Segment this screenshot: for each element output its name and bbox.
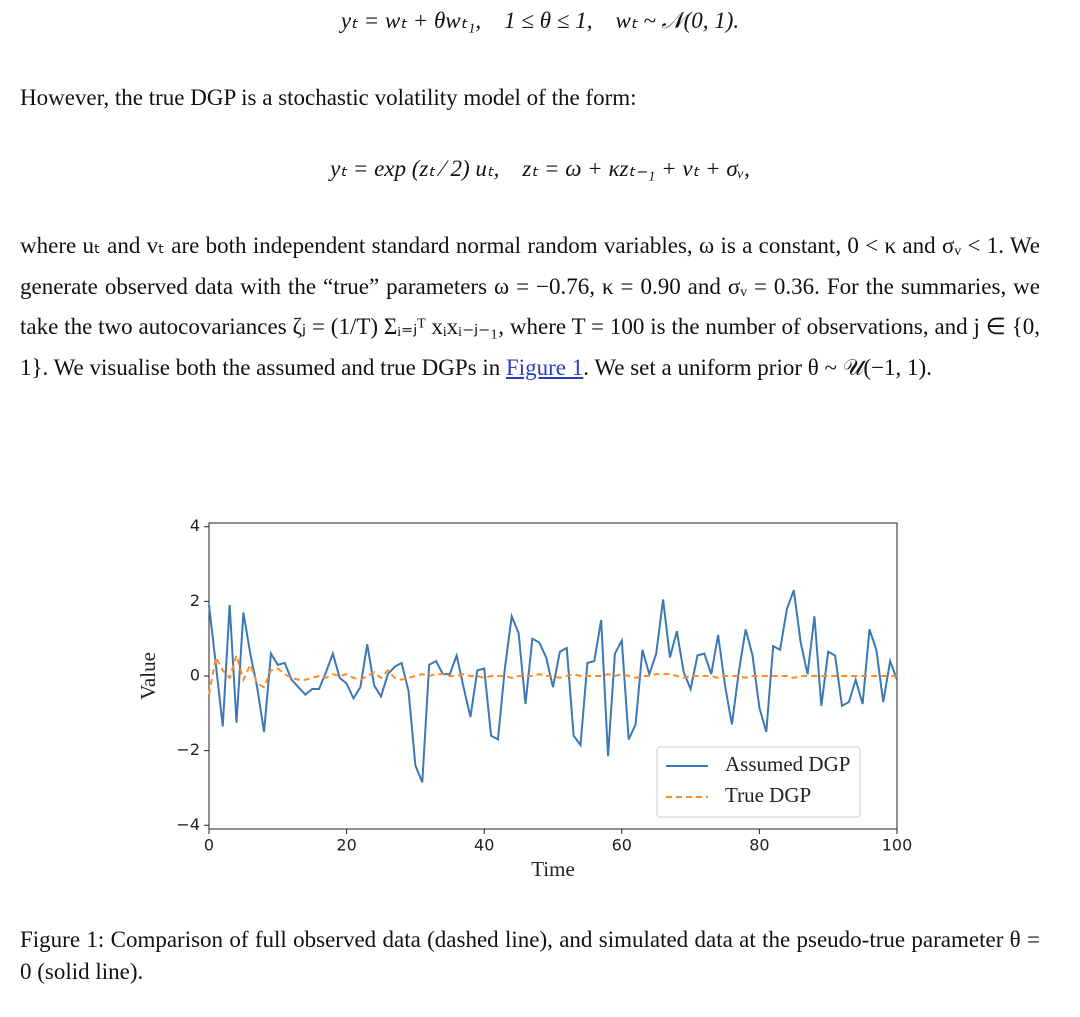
y-tick-label: −4 bbox=[176, 815, 200, 834]
y-axis-label: Value bbox=[136, 652, 160, 700]
paragraph: where uₜ and vₜ are both independent sta… bbox=[20, 226, 1040, 388]
equation: yₜ = exp (zₜ ⁄ 2) uₜ, zₜ = ω + κzₜ₋₁ + v… bbox=[330, 156, 750, 181]
text: . We set a uniform prior θ ~ 𝒰(−1, 1). bbox=[583, 354, 932, 380]
x-tick-label: 100 bbox=[882, 836, 913, 855]
paragraph: However, the true DGP is a stochastic vo… bbox=[20, 85, 637, 110]
y-tick-label: 2 bbox=[190, 591, 200, 610]
x-axis-label: Time bbox=[531, 857, 575, 881]
caption: Figure 1: Comparison of full observed da… bbox=[20, 927, 1040, 984]
y-tick-label: −2 bbox=[176, 740, 200, 759]
legend-box bbox=[656, 746, 861, 818]
figure-link[interactable]: Figure 1 bbox=[505, 354, 584, 380]
y-tick-label: 0 bbox=[190, 666, 200, 685]
series-line bbox=[208, 651, 897, 695]
x-tick-label: 80 bbox=[749, 836, 769, 855]
y-tick-label: 4 bbox=[190, 516, 200, 535]
legend-label: Assumed DGP bbox=[725, 752, 850, 776]
x-tick-label: 60 bbox=[612, 836, 632, 855]
x-tick-label: 40 bbox=[474, 836, 494, 855]
equation: yₜ = wₜ + θwₜ₁, 1 ≤ θ ≤ 1, wₜ ~ 𝒩(0, 1). bbox=[340, 8, 740, 33]
legend-label: True DGP bbox=[725, 783, 811, 807]
text: where uₜ and vₜ are both independent sta… bbox=[20, 233, 1040, 380]
x-tick-label: 0 bbox=[204, 836, 214, 855]
x-tick-label: 20 bbox=[336, 836, 356, 855]
